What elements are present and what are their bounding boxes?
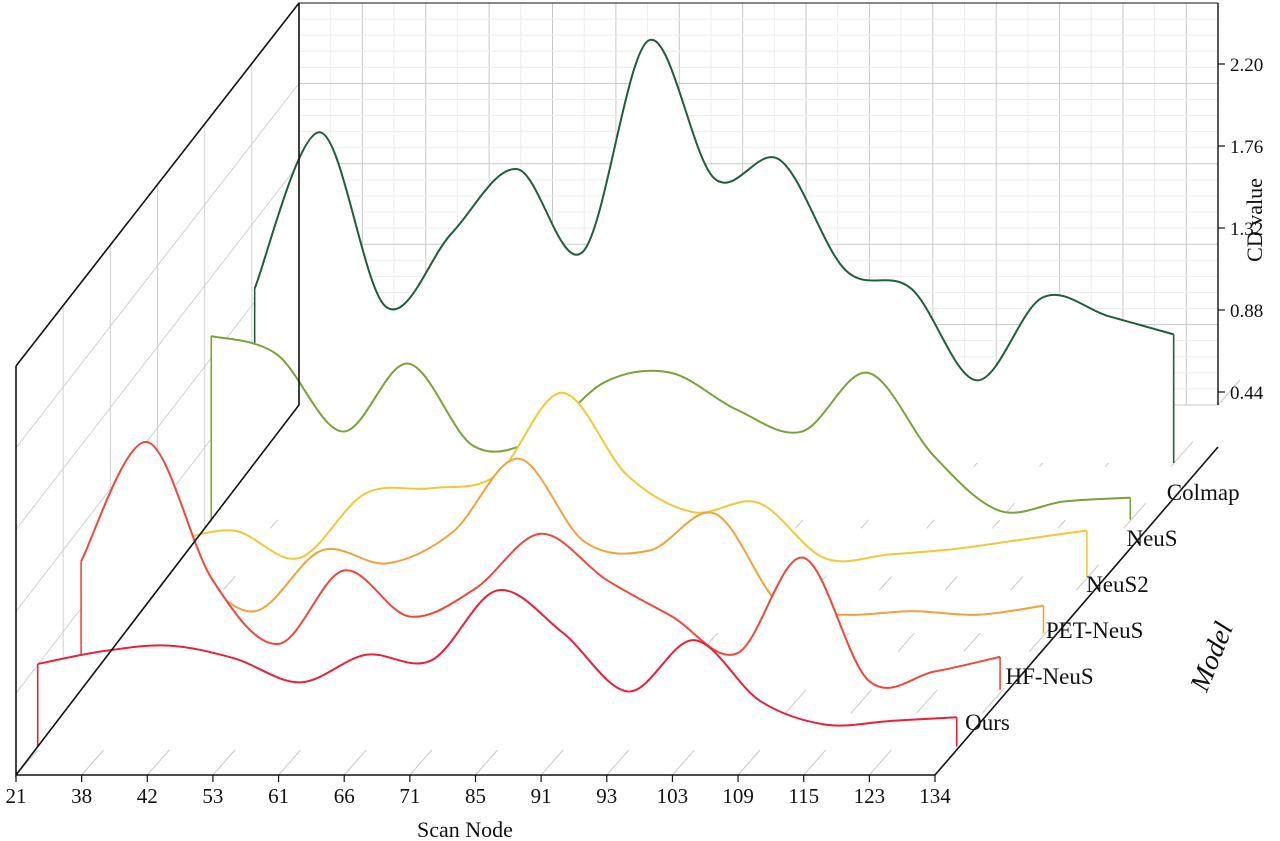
floor-grid-dash [606, 749, 630, 776]
model-label-neus2: NeuS2 [1086, 572, 1149, 597]
series-fill-neus [211, 336, 1131, 520]
x-tick-label: 66 [334, 784, 355, 808]
x-tick-label: 134 [919, 784, 951, 808]
model-label-ours: Ours [965, 710, 1010, 735]
model-axis-line [934, 446, 1219, 776]
y-tick-label: 1.76 [1230, 137, 1263, 158]
left-wall-frame [15, 3, 300, 778]
floor-grid-dash [868, 749, 892, 776]
y-tick-label: 0.88 [1230, 301, 1263, 322]
x-tick-label: 123 [854, 784, 886, 808]
x-tick-label: 61 [268, 784, 289, 808]
left-wall-grid-line [15, 163, 300, 530]
series-fill-hf-neus [81, 441, 1001, 690]
x-tick-label: 115 [788, 784, 819, 808]
floor-grid-dash [981, 688, 1005, 714]
floor-grid-dash [146, 749, 170, 776]
series-line-neus [211, 335, 1131, 514]
series-line-pet-neus [124, 457, 1044, 618]
floor-grid-dash [850, 688, 874, 714]
x-tick-label: 38 [71, 784, 92, 808]
floor-grid-dash [916, 688, 939, 714]
floor-grid-dash [1028, 626, 1052, 652]
model-label-pet-neus: PET-NeuS [1046, 618, 1144, 643]
model-label-hf-neus: HF-NeuS [1005, 664, 1093, 689]
x-tick-label: 109 [722, 784, 754, 808]
floor-grid-dash [212, 749, 236, 776]
x-tick-label: 93 [596, 784, 617, 808]
floor-grid-dash [540, 749, 564, 776]
floor-grid-dash [737, 749, 761, 776]
y-axis-title: CD value [1242, 178, 1267, 262]
left-wall-grid-line [15, 83, 300, 449]
y-tick-label: 0.44 [1230, 383, 1264, 404]
x-tick-label: 71 [399, 784, 420, 808]
x-tick-label: 91 [531, 784, 552, 808]
model-axis-title: Model [1184, 618, 1240, 697]
series-layer [36, 38, 1175, 747]
floor-grid-dash [409, 749, 433, 776]
x-tick-label: 53 [202, 784, 223, 808]
floor-grid-dash [672, 749, 695, 776]
series-line-neus2 [167, 391, 1088, 563]
series-line-ours [37, 589, 957, 727]
floor-grid-dash [784, 688, 808, 714]
x-tick-label: 103 [657, 784, 689, 808]
floor-grid-dash [803, 749, 827, 776]
floor-grid-dash [1217, 379, 1241, 406]
series-line-colmap [253, 38, 1174, 382]
left-wall-grid-line [15, 243, 300, 612]
model-label-colmap: Colmap [1167, 480, 1240, 505]
series-fill-ours [37, 590, 957, 747]
y-tick-label: 2.20 [1230, 55, 1263, 76]
x-tick-label: 42 [137, 784, 158, 808]
floor-grid-dash [343, 749, 367, 776]
floor-grid-dash [1170, 441, 1194, 467]
y-tick-label: 1.32 [1230, 219, 1263, 240]
series-fill-colmap [254, 39, 1174, 463]
floor-grid-dash [1076, 564, 1099, 591]
floor-grid-dash [81, 749, 105, 776]
label-layer: Scan Node CD value Model 21 38 42 53 61 66 71 8… [6, 55, 1268, 841]
floor-grid-dash [475, 749, 498, 776]
floor-grid-dash [278, 749, 301, 776]
x-axis-title: Scan Node [417, 817, 513, 841]
x-tick-label: 85 [465, 784, 486, 808]
x-tick-label: 21 [6, 784, 27, 808]
series-fill-neus2 [167, 392, 1087, 577]
axis-layer [15, 2, 1225, 782]
floor-grid-dash [1123, 503, 1147, 529]
left-wall-top-edge [15, 2, 300, 367]
model-label-neus: NeuS [1126, 526, 1177, 551]
series-line-hf-neus [80, 440, 1001, 689]
